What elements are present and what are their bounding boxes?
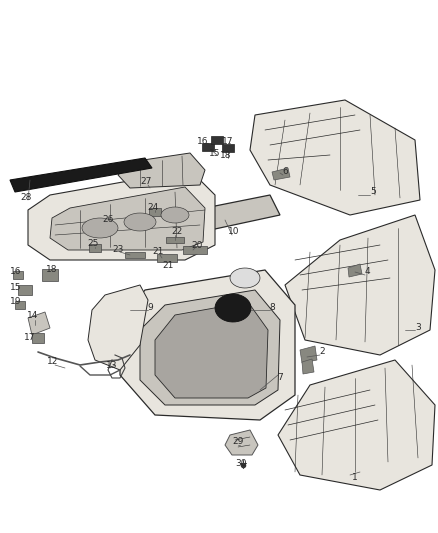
Polygon shape xyxy=(89,244,101,252)
Text: 26: 26 xyxy=(102,214,114,223)
Text: 6: 6 xyxy=(282,167,288,176)
Text: 8: 8 xyxy=(269,303,275,311)
Polygon shape xyxy=(155,302,268,398)
Polygon shape xyxy=(215,294,251,322)
Text: 16: 16 xyxy=(10,268,22,277)
Polygon shape xyxy=(28,170,215,260)
Polygon shape xyxy=(222,144,234,152)
Ellipse shape xyxy=(161,207,189,223)
Text: 27: 27 xyxy=(140,177,152,187)
Polygon shape xyxy=(250,100,420,215)
Text: 7: 7 xyxy=(277,374,283,383)
Polygon shape xyxy=(225,430,258,455)
Text: 9: 9 xyxy=(147,303,153,311)
Polygon shape xyxy=(13,271,23,279)
Polygon shape xyxy=(302,359,314,374)
Polygon shape xyxy=(211,136,223,144)
Text: 18: 18 xyxy=(46,264,58,273)
Text: 2: 2 xyxy=(319,348,325,357)
Ellipse shape xyxy=(124,213,156,231)
Polygon shape xyxy=(95,195,280,252)
Polygon shape xyxy=(183,246,207,254)
Polygon shape xyxy=(10,158,152,192)
Text: 20: 20 xyxy=(191,240,203,249)
Polygon shape xyxy=(18,285,32,295)
Text: 1: 1 xyxy=(352,473,358,482)
Text: 10: 10 xyxy=(228,228,240,237)
Text: 21: 21 xyxy=(162,261,174,270)
Text: 14: 14 xyxy=(27,311,39,320)
Polygon shape xyxy=(88,285,148,370)
Text: 15: 15 xyxy=(10,284,22,293)
Text: 15: 15 xyxy=(209,149,221,157)
Polygon shape xyxy=(42,269,58,281)
Text: 17: 17 xyxy=(24,333,36,342)
Polygon shape xyxy=(15,301,25,309)
Polygon shape xyxy=(118,153,205,188)
Text: 18: 18 xyxy=(220,150,232,159)
Polygon shape xyxy=(278,360,435,490)
Polygon shape xyxy=(202,143,214,151)
Text: 13: 13 xyxy=(106,360,118,369)
Text: 5: 5 xyxy=(370,188,376,197)
Text: 22: 22 xyxy=(171,228,183,237)
Polygon shape xyxy=(149,208,161,216)
Polygon shape xyxy=(32,333,44,343)
Polygon shape xyxy=(140,290,280,405)
Polygon shape xyxy=(285,215,435,355)
Text: 4: 4 xyxy=(364,268,370,277)
Polygon shape xyxy=(120,270,295,420)
Text: 23: 23 xyxy=(112,245,124,254)
Polygon shape xyxy=(50,187,205,250)
Text: 24: 24 xyxy=(147,203,159,212)
Text: 30: 30 xyxy=(235,459,247,469)
Text: 28: 28 xyxy=(20,192,32,201)
Text: 29: 29 xyxy=(232,438,244,447)
Polygon shape xyxy=(28,312,50,335)
Polygon shape xyxy=(272,168,290,180)
Text: 19: 19 xyxy=(10,297,22,306)
Polygon shape xyxy=(166,237,184,243)
Text: 12: 12 xyxy=(47,358,59,367)
Polygon shape xyxy=(300,346,317,363)
Text: 21: 21 xyxy=(152,247,164,256)
Polygon shape xyxy=(125,252,145,258)
Text: 3: 3 xyxy=(415,322,421,332)
Polygon shape xyxy=(230,268,260,288)
Text: 17: 17 xyxy=(222,136,234,146)
Polygon shape xyxy=(348,264,362,277)
Text: 25: 25 xyxy=(87,239,99,248)
Ellipse shape xyxy=(82,218,118,238)
Text: 16: 16 xyxy=(197,136,209,146)
Polygon shape xyxy=(157,254,177,262)
